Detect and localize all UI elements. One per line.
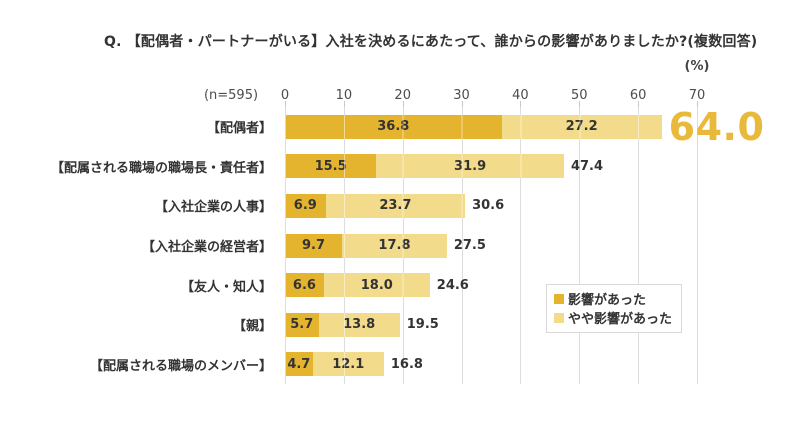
gridline — [461, 107, 463, 384]
bar-segment-primary: 9.7 — [285, 233, 343, 258]
x-axis-tick-label: 0 — [280, 88, 290, 103]
chart-title: Q. 【配偶者・パートナーがいる】入社を決めるにあたって、誰からの影響がありまし… — [104, 34, 758, 50]
x-axis-tick-mark — [343, 101, 345, 107]
gridline — [697, 107, 698, 384]
bar-row: 9.7 17.8 — [285, 233, 697, 258]
x-axis-tick-label: 70 — [688, 88, 706, 103]
x-axis-tick-mark — [697, 101, 698, 107]
bar-segment-secondary: 12.1 — [312, 352, 384, 377]
total-value: 24.6 — [436, 277, 469, 293]
x-axis-tick-mark — [461, 101, 463, 107]
bar-segment-primary: 6.9 — [285, 193, 326, 218]
x-axis-tick-label: 30 — [453, 88, 470, 103]
bar-segment-secondary: 13.8 — [318, 312, 400, 337]
x-axis-tick-mark — [520, 101, 522, 107]
legend-swatch-secondary — [554, 312, 564, 323]
category-label: 【配属される職場のメンバー】 — [89, 358, 272, 374]
total-value: 27.5 — [453, 237, 486, 253]
x-axis-tick-label: 40 — [512, 88, 529, 103]
bar-segment-primary: 6.6 — [285, 273, 324, 298]
x-axis-tick-mark — [285, 101, 286, 107]
category-label: 【配属される職場の職場長・責任者】 — [50, 160, 272, 176]
bar-segment-primary: 5.7 — [285, 312, 319, 337]
sample-size-label: (n=595) — [203, 88, 259, 103]
x-axis-tick-mark — [579, 101, 581, 107]
x-axis-tick-label: 20 — [394, 88, 411, 103]
total-value: 47.4 — [570, 158, 604, 174]
total-value: 16.8 — [390, 356, 423, 372]
category-label: 【入社企業の経営者】 — [141, 239, 272, 255]
x-axis-tick-label: 10 — [335, 88, 353, 103]
x-axis-tick-mark — [402, 101, 404, 107]
category-label: 【入社企業の人事】 — [154, 200, 272, 216]
bar-row: 36.8 27.2 — [285, 114, 697, 139]
total-value: 30.6 — [472, 198, 505, 214]
bar-row: 4.7 12.1 — [285, 352, 697, 377]
bar-segment-secondary: 27.2 — [501, 114, 662, 139]
bar-segment-secondary: 18.0 — [323, 273, 430, 298]
legend-item: 影響があった — [554, 289, 672, 308]
legend: 影響があった やや影響があった — [546, 284, 683, 333]
unit-label: (%) — [684, 59, 710, 74]
bar-row: 15.5 31.9 — [285, 154, 697, 179]
legend-swatch-primary — [554, 293, 564, 304]
bar-segment-secondary: 31.9 — [376, 154, 564, 179]
total-value: 19.5 — [406, 317, 439, 333]
legend-label-primary: 影響があった — [568, 293, 647, 308]
total-value-emphasized: 64.0 — [668, 104, 765, 149]
bar-segment-secondary: 23.7 — [325, 193, 466, 218]
gridline — [520, 107, 522, 384]
x-axis-tick-label: 60 — [629, 88, 647, 103]
x-axis-tick-label: 50 — [571, 88, 588, 103]
bar-segment-primary: 36.8 — [285, 114, 502, 139]
gridline — [579, 107, 581, 384]
category-label: 【親】 — [232, 319, 272, 335]
category-label: 【配偶者】 — [206, 121, 272, 137]
category-label: 【友人・知人】 — [180, 279, 272, 295]
x-axis-tick-mark — [638, 101, 640, 107]
gridline — [638, 107, 640, 384]
legend-item: やや影響があった — [554, 308, 672, 327]
bar-segment-primary: 4.7 — [285, 352, 313, 377]
bar-segment-secondary: 17.8 — [342, 233, 447, 258]
bar-segment-primary: 15.5 — [285, 154, 377, 179]
legend-label-secondary: やや影響があった — [568, 312, 673, 327]
